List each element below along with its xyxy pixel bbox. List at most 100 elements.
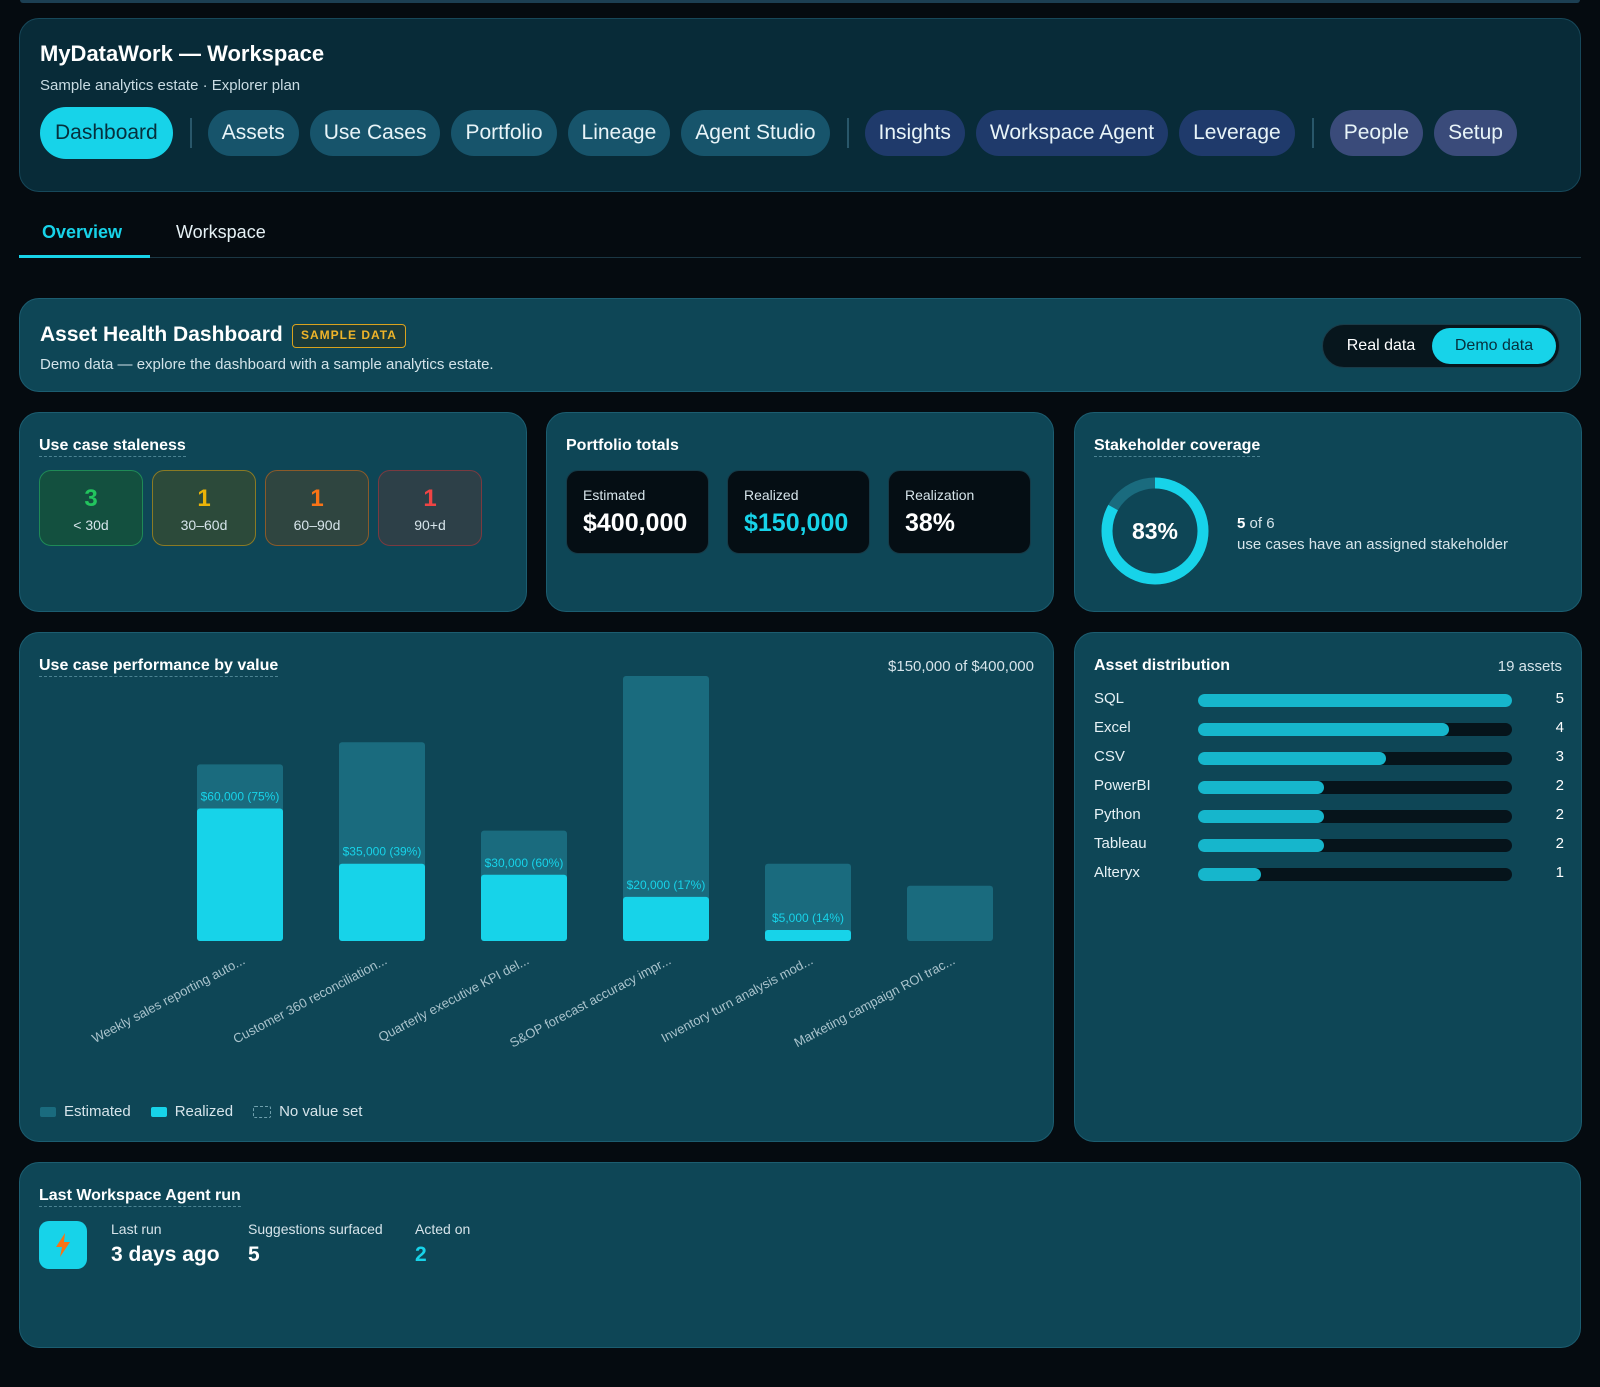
nav-use-cases[interactable]: Use Cases [309,110,441,156]
performance-title: Use case performance by value [39,657,279,677]
last-run-stat: Last run 3 days ago [111,1221,220,1267]
staleness-card: Use case staleness 3 < 30d 1 30–60d 1 60… [19,412,527,612]
distribution-label: Python [1094,806,1141,823]
metric-label: Estimated [583,487,646,503]
distribution-row[interactable]: Alteryx 1 [1094,862,1564,884]
bar-data-label: $35,000 (39%) [343,845,422,859]
dashboard-title: Asset Health Dashboard [40,323,283,346]
staleness-count: 1 [197,485,211,512]
distribution-count: 2 [1555,835,1564,852]
staleness-bucket[interactable]: 1 90+d [378,470,482,546]
nav-people[interactable]: People [1329,110,1424,156]
distribution-fill [1198,694,1512,707]
metric-value: $150,000 [744,509,849,537]
dashboard-banner: Asset Health Dashboard SAMPLE DATA Demo … [19,298,1581,392]
performance-card: Use case performance by value $150,000 o… [19,632,1054,1142]
staleness-label: 30–60d [180,517,228,533]
bar-data-label: $60,000 (75%) [201,790,280,804]
staleness-count: 1 [310,485,324,512]
realized-bar [765,929,851,941]
distribution-track [1198,839,1512,852]
staleness-label: 60–90d [293,517,341,533]
category-label: Marketing campaign ROI trac... [792,952,958,1050]
legend-realized: Realized [150,1103,234,1120]
distribution-label: PowerBI [1094,777,1151,794]
staleness-count: 3 [84,485,98,512]
nav-leverage[interactable]: Leverage [1179,110,1295,156]
estimated-bar [907,885,993,941]
staleness-title: Use case staleness [39,437,186,457]
legend-no-value: No value set [253,1103,362,1120]
distribution-count: 5 [1555,690,1564,707]
category-label: S&OP forecast accuracy impr... [507,952,673,1050]
metric-value: 38% [905,509,956,537]
distribution-fill [1198,810,1324,823]
tab-workspace[interactable]: Workspace [176,222,266,242]
nav-setup[interactable]: Setup [1434,110,1517,156]
dashboard-subtitle: Demo data — explore the dashboard with a… [40,356,494,373]
active-tab-indicator [19,255,150,258]
sub-tabs: Overview Workspace [19,212,1581,258]
nav-dashboard[interactable]: Dashboard [40,107,173,159]
distribution-fill [1198,839,1324,852]
tab-overview[interactable]: Overview [42,222,123,242]
category-label: Weekly sales reporting auto... [89,952,247,1046]
bar-data-label: $30,000 (60%) [485,856,564,870]
stat-value: 3 days ago [111,1243,220,1266]
main-nav: Dashboard Assets Use Cases Portfolio Lin… [40,107,1528,159]
distribution-row[interactable]: SQL 5 [1094,688,1564,710]
stakeholder-count: 5 [1237,515,1246,532]
bar-data-label: $5,000 (14%) [772,911,844,925]
distribution-row[interactable]: Excel 4 [1094,717,1564,739]
distribution-fill [1198,752,1387,765]
realization-metric: Realization 38% [888,470,1031,554]
distribution-label: Tableau [1094,835,1147,852]
nav-workspace-agent[interactable]: Workspace Agent [975,110,1169,156]
bar-group[interactable]: $60,000 (75%) Weekly sales reporting auto… [89,764,283,1046]
distribution-fill [1198,781,1324,794]
demo-data-option[interactable]: Demo data [1432,328,1556,364]
legend-swatch [40,1106,56,1117]
nav-insights[interactable]: Insights [864,110,965,156]
distribution-fill [1198,868,1261,881]
stakeholder-of: of 6 [1249,515,1275,532]
donut-percent: 83% [1132,518,1178,544]
nav-agent-studio[interactable]: Agent Studio [681,110,830,156]
stat-value: 5 [248,1243,260,1266]
staleness-bucket[interactable]: 3 < 30d [39,470,143,546]
category-label: Quarterly executive KPI del... [376,952,532,1044]
portfolio-title: Portfolio totals [566,437,679,454]
distribution-row[interactable]: PowerBI 2 [1094,775,1564,797]
distribution-row[interactable]: CSV 3 [1094,746,1564,768]
distribution-row[interactable]: Tableau 2 [1094,833,1564,855]
realized-bar [339,863,425,941]
staleness-bucket[interactable]: 1 60–90d [265,470,369,546]
nav-portfolio[interactable]: Portfolio [451,110,557,156]
metric-label: Realization [905,487,975,503]
bar-data-label: $20,000 (17%) [627,878,706,892]
distribution-row[interactable]: Python 2 [1094,804,1564,826]
nav-lineage[interactable]: Lineage [567,110,671,156]
metric-label: Realized [744,487,799,503]
staleness-bucket[interactable]: 1 30–60d [152,470,256,546]
distribution-fill [1198,723,1450,736]
realized-bar [197,808,283,941]
distribution-track [1198,694,1512,707]
distribution-track [1198,810,1512,823]
distribution-count: 2 [1555,777,1564,794]
coverage-donut: 83% [1101,477,1209,585]
nav-assets[interactable]: Assets [207,110,299,156]
metric-value: $400,000 [583,509,688,537]
stat-label: Last run [111,1221,162,1237]
nav-divider [189,118,192,148]
estimated-bar [765,863,851,941]
real-data-option[interactable]: Real data [1346,337,1416,354]
portfolio-card: Portfolio totals Estimated $400,000 Real… [546,412,1054,612]
distribution-count: 4 [1555,719,1564,736]
distribution-count: 3 [1555,748,1564,765]
distribution-track [1198,781,1512,794]
nav-divider [846,118,849,148]
legend-label: Realized [174,1103,234,1120]
acted-on-stat: Acted on 2 [415,1221,470,1267]
realized-metric: Realized $150,000 [727,470,870,554]
